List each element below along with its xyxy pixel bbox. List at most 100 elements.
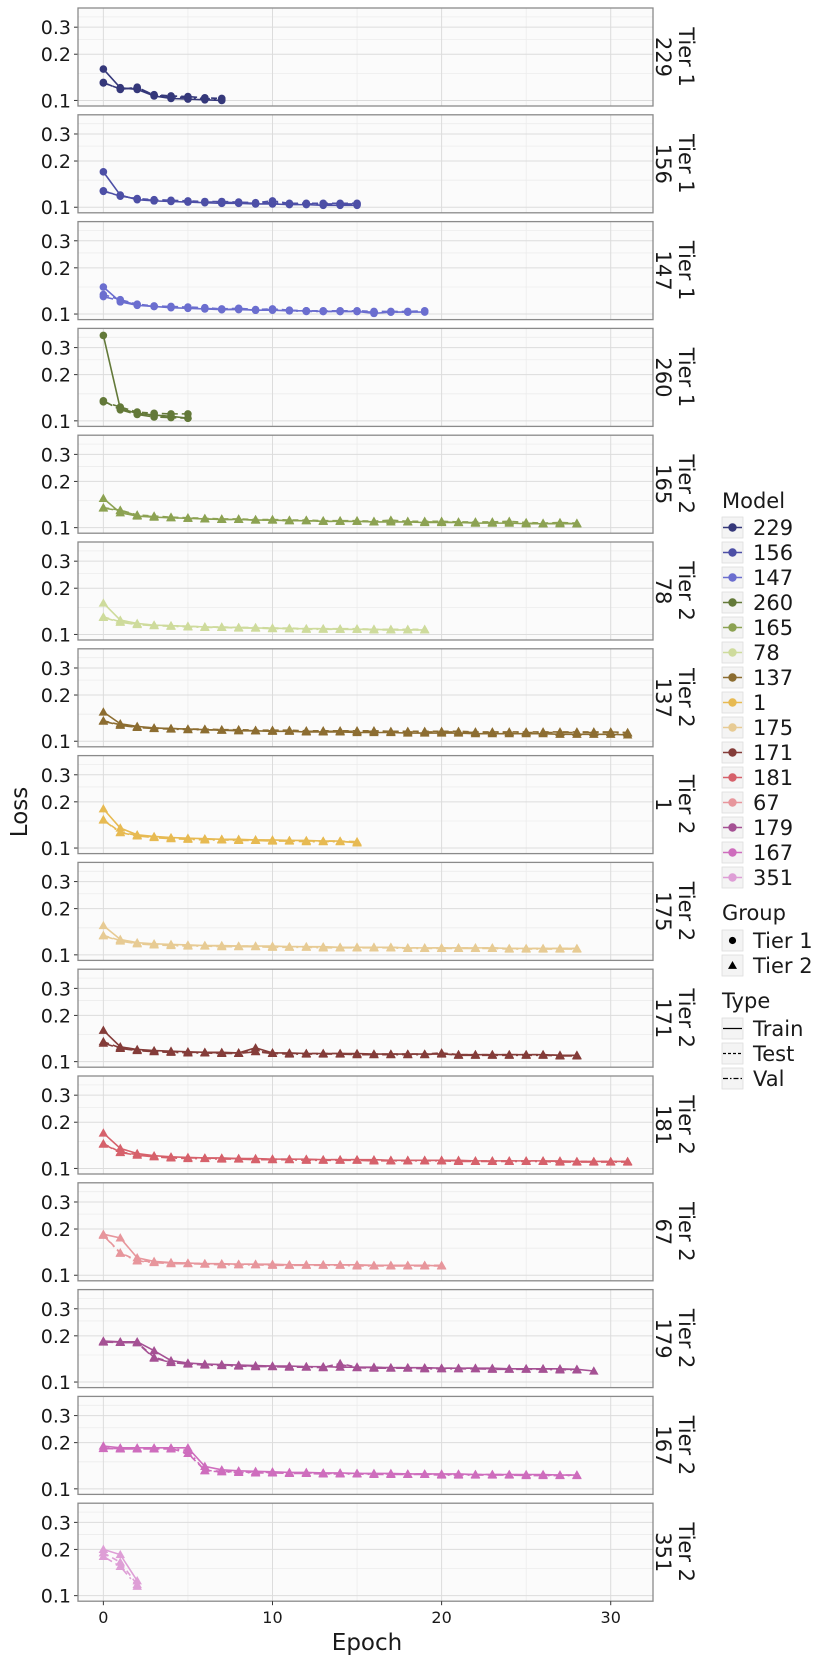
legend-item-tier-2: Tier 2 [721, 954, 813, 978]
data-point [335, 516, 345, 525]
data-point [386, 515, 396, 525]
data-point [150, 91, 158, 100]
data-point [250, 1468, 261, 1477]
strip-label: Tier 2181 [651, 1094, 698, 1155]
legend-key-marker [728, 748, 737, 757]
data-point [115, 1549, 126, 1559]
legend-item-260: 260 [721, 591, 793, 615]
data-point [403, 1363, 413, 1372]
data-point [504, 1050, 514, 1059]
data-point [250, 726, 261, 735]
legend-key-marker [728, 698, 737, 707]
data-point [115, 1233, 126, 1242]
data-point [200, 622, 210, 632]
data-point [284, 1049, 295, 1058]
panel-border [77, 1395, 654, 1496]
legend-key-marker [728, 961, 737, 969]
data-point [622, 728, 633, 737]
legend-key [721, 1067, 744, 1090]
legend-label: 229 [753, 516, 793, 540]
data-point [200, 941, 210, 950]
data-point [336, 200, 344, 208]
data-point [589, 1157, 599, 1166]
panel-165: 0.1 0.2 0.3 Tier 2165 [41, 434, 698, 540]
strip-label: Tier 2167 [651, 1415, 698, 1476]
y-tick-label: 0.3 [41, 1512, 71, 1534]
data-point [166, 1444, 176, 1453]
series-line-171-test [103, 1040, 577, 1057]
legend-item-351: 351 [721, 866, 793, 890]
data-point [487, 1364, 498, 1373]
data-point [200, 1153, 210, 1163]
data-point [183, 1445, 193, 1454]
data-point [301, 1155, 312, 1164]
legend-item-147: 147 [721, 566, 793, 590]
data-point [200, 1048, 210, 1057]
y-tick-label: 0.2 [41, 1326, 71, 1348]
data-point [133, 410, 141, 419]
data-point [521, 518, 531, 527]
legend-label: 175 [753, 716, 793, 740]
data-point [132, 722, 142, 731]
data-point [369, 1469, 379, 1479]
legend-item-78: 78 [721, 641, 780, 665]
strip-label: Tier 2137 [651, 667, 698, 728]
data-point [217, 1467, 227, 1476]
data-point [419, 1469, 430, 1479]
data-point [184, 94, 192, 102]
data-point [183, 941, 193, 950]
data-point [369, 1156, 379, 1165]
y-tick-label: 0.3 [41, 1085, 71, 1107]
data-point [572, 727, 582, 737]
legend-label: 1 [753, 691, 766, 715]
data-point [133, 195, 141, 203]
data-point [436, 943, 447, 953]
legend-key-marker [728, 873, 737, 882]
data-point [403, 943, 413, 953]
data-point [318, 943, 328, 952]
strip-label: Tier 21 [651, 774, 698, 835]
data-point [419, 943, 430, 953]
data-point [268, 305, 277, 314]
data-point [318, 516, 328, 525]
data-point [504, 944, 514, 953]
data-point [116, 296, 125, 305]
data-point [335, 726, 345, 735]
y-tick-label: 0.1 [41, 731, 71, 753]
data-point [572, 1470, 582, 1480]
y-tick-label: 0.2 [41, 1539, 71, 1561]
y-tick-label: 0.1 [41, 838, 71, 860]
strip-label: Tier 1260 [651, 347, 698, 408]
data-point [115, 1337, 126, 1347]
data-point [403, 1261, 413, 1270]
y-tick-label: 0.2 [41, 685, 71, 707]
data-point [436, 727, 447, 736]
data-point [555, 1157, 565, 1166]
data-point [487, 1156, 498, 1166]
data-point [453, 1050, 464, 1059]
data-point [132, 1150, 142, 1159]
data-point [453, 727, 464, 736]
data-point [436, 1261, 447, 1270]
data-point [436, 1364, 447, 1373]
panel-147: 0.1 0.2 0.3 Tier 1147 [41, 220, 698, 326]
data-point [149, 1046, 159, 1056]
panel-175: 0.1 0.2 0.3 Tier 2175 [41, 861, 698, 967]
data-point [99, 283, 108, 291]
data-point [352, 624, 362, 633]
data-point [403, 625, 413, 634]
data-point [555, 1470, 565, 1480]
data-point [369, 726, 379, 735]
y-tick-label: 0.1 [41, 1372, 71, 1394]
data-point [470, 517, 481, 527]
data-point [369, 943, 379, 952]
strip-label: Tier 2175 [651, 881, 698, 942]
data-point [538, 1364, 548, 1373]
data-point [267, 1048, 278, 1058]
data-point [183, 1048, 193, 1057]
panel-border [77, 754, 654, 855]
data-point [115, 827, 126, 837]
panel-border [77, 1288, 654, 1389]
